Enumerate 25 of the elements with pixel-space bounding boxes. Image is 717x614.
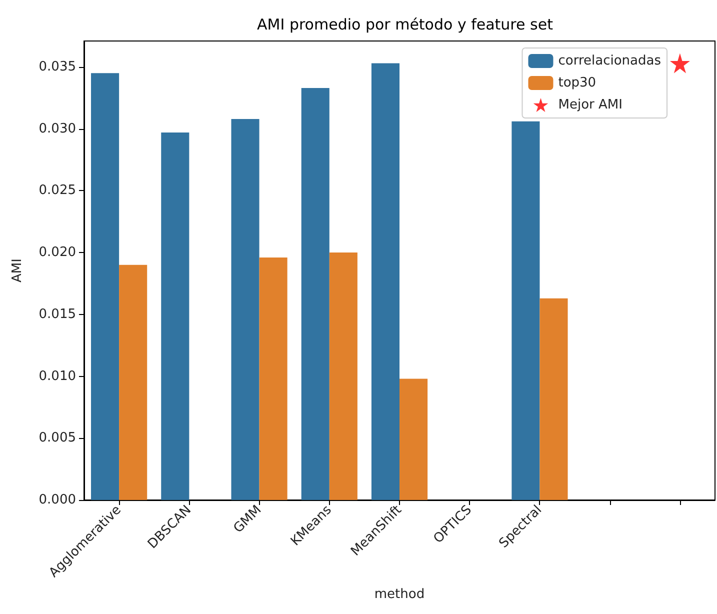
legend-label: Mejor AMI: [558, 98, 622, 112]
bar: [512, 121, 540, 500]
legend-label: correlacionadas: [558, 54, 662, 68]
y-axis-title: AMI: [10, 258, 25, 282]
bar: [400, 378, 428, 500]
y-tick-label: 0.000: [38, 492, 76, 508]
bar: [259, 258, 288, 500]
bar: [119, 264, 148, 500]
y-tick-label: 0.020: [38, 245, 76, 260]
bar: [540, 298, 568, 500]
legend-label: top30: [558, 76, 596, 90]
y-tick-label: 0.015: [38, 306, 76, 322]
chart-title: AMI promedio por método y feature set: [257, 16, 554, 34]
bar: [371, 63, 400, 500]
bar: [329, 252, 358, 500]
y-tick-label: 0.010: [38, 368, 76, 384]
bar: [231, 118, 260, 500]
y-tick-label: 0.035: [38, 59, 76, 74]
bar: [161, 132, 190, 500]
y-tick-label: 0.025: [38, 183, 76, 198]
bar: [301, 88, 330, 500]
y-tick-label: 0.005: [38, 430, 76, 446]
y-tick-label: 0.030: [38, 121, 76, 136]
bar: [91, 73, 120, 500]
x-axis-title: method: [374, 587, 425, 602]
